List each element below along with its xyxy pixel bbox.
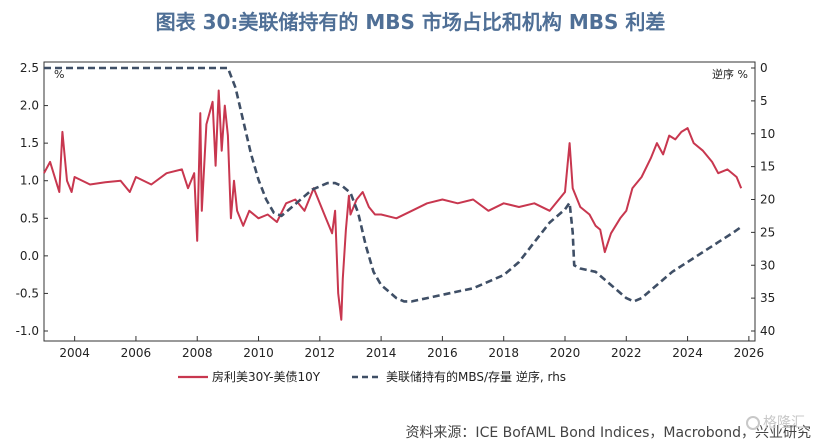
left-tick-label: 0.0 xyxy=(20,249,39,263)
x-tick-label: 2012 xyxy=(305,346,336,360)
left-tick-label: -0.5 xyxy=(16,286,39,300)
left-tick-label: 1.0 xyxy=(20,174,39,188)
left-axis: 2.5 2.0 1.5 1.0 0.5 0.0 -0.5 -1.0 xyxy=(16,61,48,338)
x-tick-label: 2022 xyxy=(611,346,642,360)
left-tick-label: -1.0 xyxy=(16,324,39,338)
right-tick-label: 5 xyxy=(760,94,768,108)
x-tick-label: 2016 xyxy=(427,346,458,360)
x-axis: 2004 2006 2008 2010 2012 2014 2016 2018 2020 2022… xyxy=(59,336,764,360)
right-tick-label: 40 xyxy=(760,324,775,338)
left-tick-label: 2.0 xyxy=(20,99,39,113)
x-tick-label: 2004 xyxy=(59,346,90,360)
x-tick-label: 2026 xyxy=(734,346,765,360)
right-tick-label: 10 xyxy=(760,127,775,141)
x-tick-label: 2020 xyxy=(550,346,581,360)
left-tick-label: 0.5 xyxy=(20,211,39,225)
watermark-text: 格隆汇 xyxy=(763,415,805,431)
watermark: 格隆汇 xyxy=(746,412,805,432)
source-note: 资料来源：ICE BofAML Bond Indices，Macrobond，兴… xyxy=(405,425,811,441)
right-tick-label: 30 xyxy=(760,258,775,272)
series-line-2 xyxy=(44,66,744,303)
right-tick-label: 25 xyxy=(760,225,775,239)
right-tick-label: 20 xyxy=(760,193,775,207)
right-axis: 0 5 10 15 20 25 30 35 40 xyxy=(751,61,775,338)
left-tick-label: 1.5 xyxy=(20,136,39,150)
left-axis-unit: % xyxy=(54,68,64,81)
series-line-1 xyxy=(43,89,743,321)
chart-title: 图表 30:美联储持有的 MBS 市场占比和机构 MBS 利差 xyxy=(155,10,666,34)
legend-label-1: 房利美30Y-美债10Y xyxy=(212,369,321,384)
plot-frame xyxy=(43,61,756,342)
left-tick-label: 2.5 xyxy=(20,61,39,75)
x-tick-label: 2006 xyxy=(121,346,152,360)
series-lines xyxy=(43,66,744,321)
x-tick-label: 2008 xyxy=(182,346,213,360)
watermark-icon xyxy=(746,416,760,430)
x-tick-label: 2024 xyxy=(672,346,703,360)
right-tick-label: 15 xyxy=(760,160,775,174)
legend: 房利美30Y-美债10Y 美联储持有的MBS/存量 逆序, rhs xyxy=(178,369,566,384)
right-tick-label: 35 xyxy=(760,291,775,305)
x-tick-label: 2018 xyxy=(488,346,519,360)
x-tick-label: 2010 xyxy=(243,346,274,360)
right-axis-unit: 逆序 % xyxy=(712,67,748,81)
legend-label-2: 美联储持有的MBS/存量 逆序, rhs xyxy=(386,369,566,384)
right-tick-label: 0 xyxy=(760,61,768,75)
x-tick-label: 2014 xyxy=(366,346,397,360)
